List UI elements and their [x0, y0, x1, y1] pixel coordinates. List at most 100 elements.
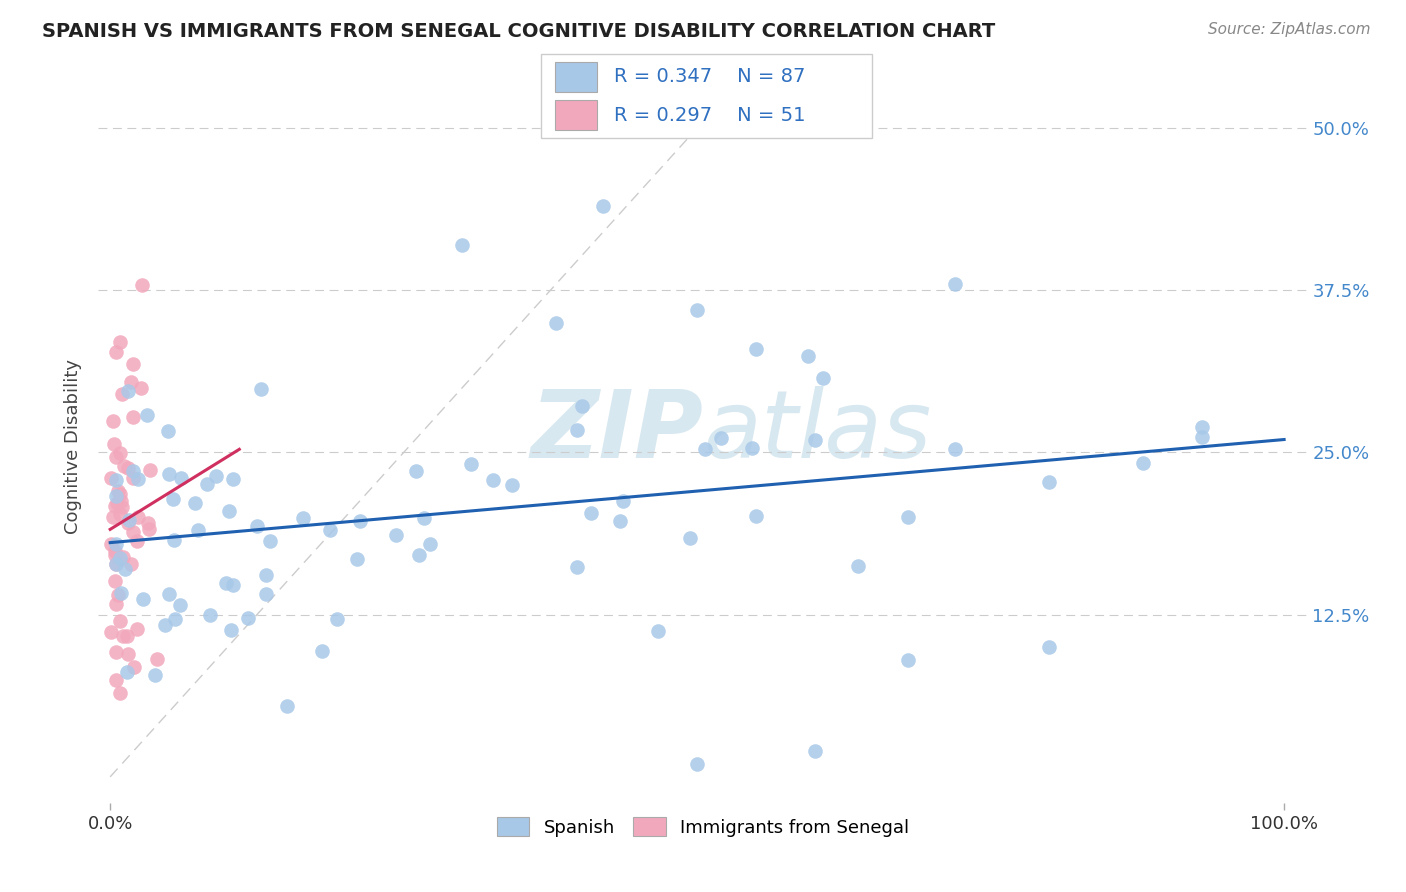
Point: [571, 399, 593, 413]
Point: [945, 442, 967, 456]
Point: [745, 342, 768, 356]
Point: [127, 472, 149, 486]
Point: [105, 673, 128, 687]
Point: [609, 514, 631, 528]
Point: [105, 473, 128, 487]
Point: [319, 523, 342, 537]
Point: [117, 516, 139, 531]
Point: [104, 548, 127, 562]
Point: [107, 588, 129, 602]
Point: [105, 537, 128, 551]
Point: [501, 478, 523, 492]
Point: [803, 434, 825, 448]
Point: [803, 744, 825, 758]
Point: [222, 472, 245, 486]
Point: [259, 534, 281, 549]
Point: [1132, 456, 1154, 470]
Point: [114, 562, 136, 576]
Point: [326, 612, 349, 626]
Point: [481, 473, 503, 487]
Point: [254, 568, 277, 582]
Point: [897, 510, 920, 524]
Point: [117, 665, 139, 680]
Point: [139, 463, 162, 477]
Point: [127, 509, 149, 524]
Point: [104, 500, 127, 514]
Point: [112, 458, 135, 473]
Point: [592, 199, 614, 213]
Point: [451, 238, 474, 252]
Point: [143, 668, 166, 682]
Point: [146, 652, 169, 666]
Point: [254, 587, 277, 601]
Point: [546, 316, 568, 330]
Point: [200, 607, 222, 622]
Point: [813, 371, 835, 385]
Point: [131, 380, 153, 394]
Point: [127, 533, 149, 548]
Point: [236, 611, 259, 625]
Point: [105, 558, 128, 572]
Point: [110, 586, 132, 600]
Point: [117, 513, 139, 527]
Point: [122, 409, 145, 424]
Bar: [554, 100, 598, 130]
Point: [108, 551, 131, 566]
Point: [153, 618, 176, 632]
Point: [105, 597, 128, 611]
Point: [846, 558, 869, 573]
Point: [100, 471, 122, 485]
Point: [686, 756, 709, 771]
Point: [107, 483, 129, 498]
Text: ZIP: ZIP: [530, 385, 703, 478]
Legend: Spanish, Immigrants from Senegal: Spanish, Immigrants from Senegal: [489, 810, 917, 844]
Point: [122, 464, 145, 478]
Text: Source: ZipAtlas.com: Source: ZipAtlas.com: [1208, 22, 1371, 37]
Point: [796, 349, 818, 363]
Point: [346, 552, 368, 566]
Point: [292, 511, 315, 525]
Point: [169, 598, 191, 612]
Text: R = 0.347    N = 87: R = 0.347 N = 87: [614, 67, 806, 87]
Point: [686, 302, 709, 317]
Point: [105, 489, 128, 503]
Point: [104, 345, 127, 359]
Point: [136, 516, 159, 530]
Point: [108, 487, 131, 501]
Point: [1191, 430, 1213, 444]
Point: [156, 424, 179, 438]
Text: atlas: atlas: [703, 386, 931, 477]
Point: [219, 623, 242, 637]
Point: [744, 509, 766, 524]
Point: [565, 559, 588, 574]
Point: [250, 382, 273, 396]
Point: [205, 469, 228, 483]
Point: [117, 647, 139, 661]
Point: [136, 408, 159, 422]
Point: [945, 277, 967, 291]
Point: [579, 506, 602, 520]
Point: [195, 477, 218, 491]
Point: [710, 431, 733, 445]
Point: [695, 442, 717, 456]
Point: [120, 558, 142, 572]
Point: [1038, 475, 1060, 489]
Point: [104, 574, 127, 588]
Y-axis label: Cognitive Disability: Cognitive Disability: [65, 359, 83, 533]
Point: [105, 450, 128, 464]
Point: [679, 531, 702, 545]
Point: [100, 537, 122, 551]
Point: [105, 496, 128, 510]
Point: [565, 423, 588, 437]
Point: [385, 528, 408, 542]
Point: [108, 508, 131, 522]
Bar: [554, 62, 598, 92]
Point: [131, 278, 153, 293]
Point: [1038, 640, 1060, 654]
Point: [101, 509, 124, 524]
Point: [111, 387, 134, 401]
Point: [103, 436, 125, 450]
Point: [101, 414, 124, 428]
Point: [117, 384, 139, 398]
Point: [187, 523, 209, 537]
